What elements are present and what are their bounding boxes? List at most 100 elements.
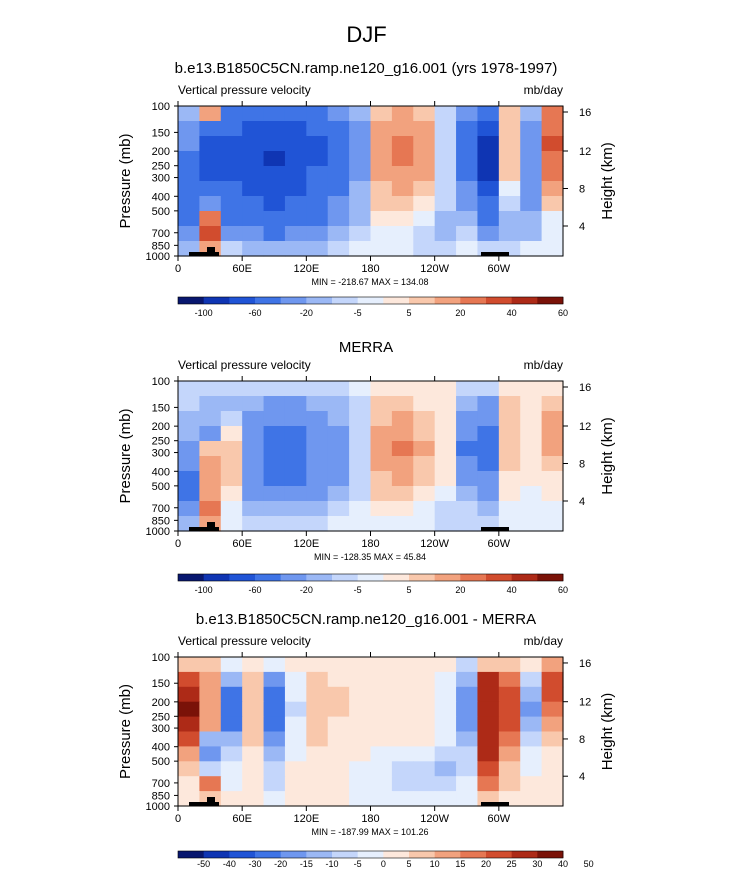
- field-cell: [541, 121, 564, 137]
- field-cell: [349, 516, 372, 532]
- field-cell: [477, 121, 500, 137]
- field-cell: [520, 516, 543, 532]
- field-cell: [391, 516, 414, 532]
- colorbar-label: 60: [558, 308, 568, 318]
- field-cell: [178, 776, 200, 792]
- field-cell: [263, 411, 286, 427]
- field-cell: [498, 776, 521, 792]
- colorbar-swatch: [255, 851, 282, 858]
- field-cell: [413, 426, 436, 442]
- y-tick-label: 150: [152, 402, 170, 414]
- y-tick-label: 200: [152, 146, 170, 158]
- field-cell: [242, 426, 265, 442]
- field-cell: [327, 486, 350, 502]
- field-cell: [498, 226, 521, 242]
- field-cell: [434, 211, 457, 227]
- right-string: mb/day: [524, 358, 563, 372]
- chart-title: MERRA: [339, 339, 393, 356]
- field-cell: [498, 121, 521, 137]
- field-cell: [349, 456, 372, 472]
- field-cell: [520, 151, 543, 167]
- y2-tick-label: 12: [579, 146, 591, 158]
- y-tick-label: 250: [152, 161, 170, 173]
- field-cell: [242, 136, 265, 152]
- topography-mask: [189, 527, 219, 531]
- field-cell: [263, 761, 286, 777]
- field-cell: [434, 686, 457, 703]
- field-cell: [520, 701, 543, 718]
- field-cell: [284, 657, 307, 673]
- field-cell: [520, 396, 543, 412]
- y-tick-label: 100: [152, 101, 170, 113]
- field-cell: [498, 166, 521, 182]
- field-cell: [456, 746, 479, 762]
- field-cell: [391, 181, 414, 197]
- field-cell: [434, 106, 457, 122]
- field-cell: [434, 746, 457, 762]
- field-cell: [263, 501, 286, 517]
- field-cell: [306, 196, 329, 212]
- y-tick-label: 200: [152, 421, 170, 433]
- field-cell: [199, 701, 222, 718]
- field-cell: [391, 211, 414, 227]
- field-cell: [456, 456, 479, 472]
- field-cell: [370, 121, 393, 137]
- field-cell: [370, 241, 393, 257]
- colorbar-label: 20: [481, 859, 491, 869]
- field-cell: [413, 671, 436, 688]
- left-string: Vertical pressure velocity: [178, 358, 311, 372]
- y-tick-label: 250: [152, 711, 170, 723]
- field-cell: [520, 136, 543, 152]
- field-cell: [413, 121, 436, 137]
- field-cell: [456, 516, 479, 532]
- field-cell: [220, 196, 243, 212]
- field-cell: [541, 686, 564, 703]
- field-cell: [413, 746, 436, 762]
- field-cell: [199, 671, 222, 688]
- field-cell: [520, 226, 543, 242]
- field-cell: [391, 776, 414, 792]
- colorbar-label: 30: [532, 859, 542, 869]
- field-cell: [263, 226, 286, 242]
- field-cell: [306, 516, 329, 532]
- field-cell: [327, 181, 350, 197]
- colorbar-label: 40: [558, 859, 568, 869]
- field-cell: [434, 761, 457, 777]
- field-cell: [220, 456, 243, 472]
- field-cell: [413, 716, 436, 733]
- colorbar-swatch: [280, 297, 307, 304]
- colorbar-swatch: [306, 574, 333, 581]
- field-cell: [349, 701, 372, 718]
- field-cell: [413, 196, 436, 212]
- field-cell: [220, 776, 243, 792]
- field-cell: [434, 181, 457, 197]
- field-cell: [498, 181, 521, 197]
- field-cell: [541, 181, 564, 197]
- field-cell: [498, 657, 521, 673]
- field-cell: [220, 411, 243, 427]
- colorbar-swatch: [434, 297, 461, 304]
- field-cell: [284, 516, 307, 532]
- field-cell: [391, 381, 414, 397]
- field-cell: [456, 761, 479, 777]
- field-cell: [327, 746, 350, 762]
- field-cell: [370, 791, 393, 807]
- field-cell: [220, 501, 243, 517]
- x-tick-label: 60W: [488, 813, 511, 825]
- y2-axis-title: Height (km): [599, 417, 616, 495]
- colorbar-label: 25: [507, 859, 517, 869]
- topography-mask: [189, 252, 219, 256]
- colorbar-label: -10: [325, 859, 338, 869]
- field-cell: [306, 241, 329, 257]
- field-cell: [370, 501, 393, 517]
- y-tick-label: 500: [152, 756, 170, 768]
- field-cell: [263, 671, 286, 688]
- y-tick-label: 850: [152, 790, 170, 802]
- field-cell: [498, 381, 521, 397]
- field-cell: [263, 516, 286, 532]
- field-cell: [349, 196, 372, 212]
- chart-title: b.e13.B1850C5CN.ramp.ne120_g16.001 (yrs …: [175, 60, 558, 77]
- chart-panel-3: b.e13.B1850C5CN.ramp.ne120_g16.001 - MER…: [117, 611, 616, 869]
- field-cell: [178, 657, 200, 673]
- field-cell: [349, 791, 372, 807]
